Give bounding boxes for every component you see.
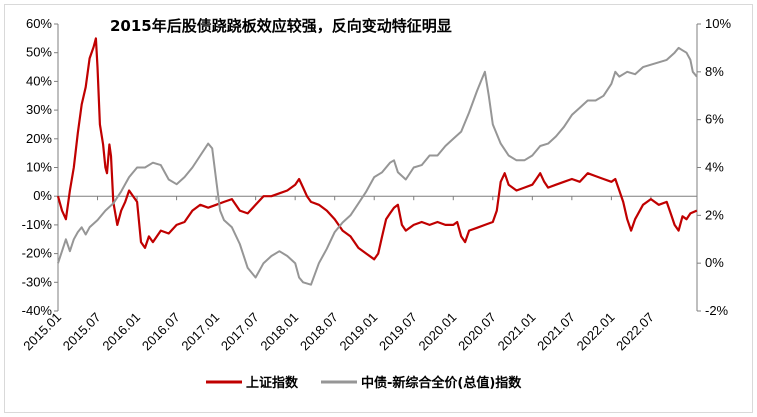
x-tick-label: 2019.01 [336,310,380,354]
x-tick-label: 2022.07 [613,310,657,354]
right-tick-label: 8% [705,64,724,79]
legend: 上证指数 中债-新综合全价(总值)指数 [206,375,522,391]
left-tick-label: -10% [22,217,53,232]
x-tick-label: 2016.07 [139,310,183,354]
x-tick-label: 2016.01 [99,310,143,354]
left-y-axis: 60% 50% 40% 30% 20% 10% 0% -10% -20% -30% -40% [22,16,59,318]
x-tick-label: 2018.07 [297,310,341,354]
legend-label-shanghai: 上证指数 [246,375,299,391]
x-tick-label: 2017.01 [178,310,222,354]
right-y-axis: 10% 8% 6% 4% 2% 0% -2% [696,16,731,318]
left-tick-label: 20% [26,131,52,146]
left-tick-label: 30% [26,102,52,117]
x-tick-label: 2018.01 [257,310,301,354]
chart-title: 2015年后股债跷跷板效应较强，反向变动特征明显 [110,17,452,35]
left-tick-label: 0% [33,188,52,203]
left-tick-label: -40% [22,303,53,318]
x-tick-label: 2017.07 [218,310,262,354]
series-line-shanghai [56,37,698,261]
right-tick-label: 2% [705,207,724,222]
x-tick-label: 2020.07 [455,310,499,354]
left-tick-label: 50% [26,45,52,60]
left-tick-label: 40% [26,73,52,88]
right-tick-label: -2% [705,303,729,318]
left-tick-label: 60% [26,16,52,31]
left-tick-label: 10% [26,160,52,175]
right-tick-label: 10% [705,16,731,31]
legend-label-bond-index: 中债-新综合全价(总值)指数 [361,375,522,391]
x-tick-label: 2019.07 [376,310,420,354]
x-tick-label: 2022.01 [574,310,618,354]
right-tick-label: 6% [705,112,724,127]
x-tick-label: 2021.07 [534,310,578,354]
left-tick-label: -30% [22,274,53,289]
left-tick-label: -20% [22,246,53,261]
x-tick-label: 2020.01 [416,310,460,354]
x-tick-label: 2021.01 [495,310,539,354]
right-tick-label: 0% [705,255,724,270]
x-tick-label: 2015.07 [60,310,104,354]
series-line-bond-index [57,46,698,286]
right-tick-label: 4% [705,160,724,175]
series-lines [56,37,698,286]
